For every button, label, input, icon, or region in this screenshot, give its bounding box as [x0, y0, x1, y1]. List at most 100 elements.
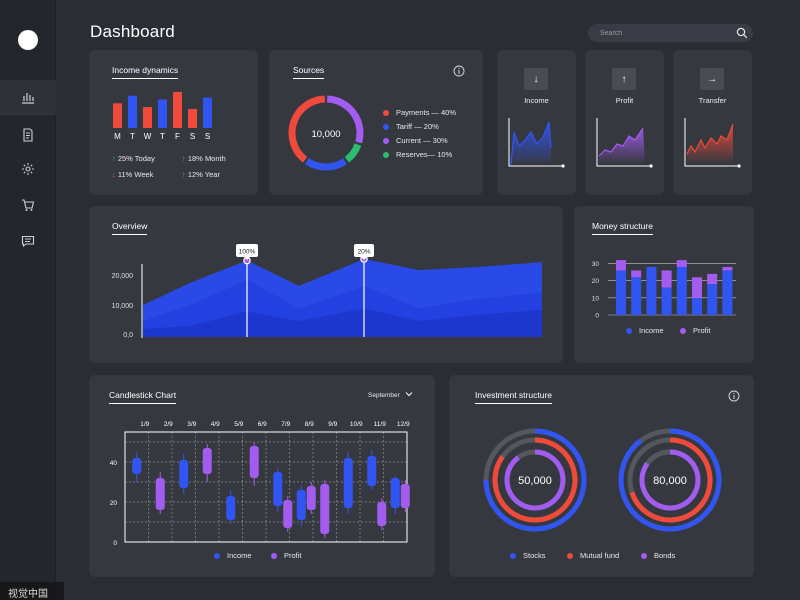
- sidebar: [0, 0, 56, 600]
- bar-profit: [692, 277, 702, 298]
- bar-profit: [722, 267, 733, 271]
- x-tick-label: 9/9: [328, 421, 337, 428]
- axis-dot: [737, 164, 741, 168]
- overview-card: Overview 20,000 10,000 0,0 100% 20%: [89, 206, 563, 363]
- sidebar-item-analytics[interactable]: [0, 80, 56, 114]
- card-title: Candlestick Chart: [109, 390, 177, 404]
- candle-body: [202, 448, 212, 474]
- x-tick-label: M: [114, 132, 121, 141]
- mini-card-label: Profit: [615, 96, 634, 105]
- x-tick-label: 8/9: [305, 421, 314, 428]
- income-button[interactable]: ↓: [524, 68, 548, 90]
- candle-body: [367, 456, 377, 486]
- legend-item: Stocks: [510, 551, 546, 560]
- candle-body: [179, 460, 189, 488]
- bar-income: [661, 287, 672, 315]
- transfer-line: [686, 123, 734, 155]
- y-tick-label: 10,000: [112, 303, 134, 310]
- profit-button[interactable]: ↑: [612, 68, 636, 90]
- search-icon[interactable]: [736, 27, 748, 39]
- x-tick-label: W: [144, 132, 152, 141]
- donut-slice: [326, 95, 364, 144]
- bar-income: [676, 267, 687, 315]
- stat-year: ↑ 12% Year: [182, 170, 220, 179]
- sources-card: Sources 10,000 Payments — 40% Tariff — 2…: [269, 50, 483, 195]
- axis-dot: [649, 164, 653, 168]
- logo[interactable]: [18, 30, 38, 50]
- profit-area: [599, 128, 645, 162]
- tooltip-100: 100%: [236, 244, 258, 260]
- month-dropdown[interactable]: September: [368, 391, 413, 399]
- sidebar-item-documents[interactable]: [0, 118, 56, 152]
- stat-today: ↑ 25% Today: [112, 154, 155, 163]
- message-icon: [21, 235, 35, 248]
- ring-arc: [639, 449, 701, 511]
- candle-body: [132, 458, 142, 474]
- bar-profit: [631, 270, 642, 278]
- svg-text:100%: 100%: [239, 249, 256, 256]
- tooltip-20: 20%: [354, 244, 374, 260]
- y-tick-label: 20: [592, 278, 600, 285]
- investment-card: Investment structure 50,000 80,000 Stock…: [449, 375, 754, 577]
- info-icon[interactable]: [728, 390, 740, 402]
- sidebar-item-messages[interactable]: [0, 224, 56, 258]
- cart-icon: [22, 199, 35, 211]
- legend-item: Profit: [680, 326, 711, 335]
- bar: [188, 109, 197, 128]
- y-tick-label: 0: [595, 313, 599, 320]
- bar: [128, 95, 137, 128]
- mini-card-label: Income: [524, 96, 549, 105]
- x-tick-label: T: [130, 132, 135, 141]
- chevron-down-icon: [405, 392, 412, 397]
- y-tick-label: 10: [592, 295, 600, 302]
- candlestick-chart: 1/9 2/9 3/9 4/9 5/9 6/9 7/9 8/9 9/9 10/9 11/9 12/9 0…: [110, 421, 410, 547]
- ring-arc: [492, 437, 578, 523]
- profit-mini-card: ↑ Profit: [585, 50, 664, 195]
- page-title: Dashboard: [90, 22, 175, 41]
- ring-arc: [618, 428, 722, 532]
- income-area: [511, 122, 551, 165]
- money-structure-chart: 0 10 20 30: [592, 260, 736, 320]
- transfer-button[interactable]: →: [700, 68, 724, 90]
- bar-profit: [707, 273, 718, 285]
- arrow-up-icon: ↑: [112, 154, 116, 163]
- donut-slice: [344, 143, 362, 163]
- bar-chart-icon: [22, 93, 34, 104]
- sidebar-divider: [0, 114, 56, 115]
- arrow-up-icon: ↑: [182, 170, 186, 179]
- candle-body: [306, 486, 316, 510]
- profit-line: [598, 127, 644, 157]
- x-tick-label: 2/9: [164, 421, 173, 428]
- search-input[interactable]: [588, 24, 753, 42]
- x-tick-label: 10/9: [350, 421, 363, 428]
- bar-profit: [661, 270, 672, 288]
- card-title: Income dynamics: [112, 65, 179, 79]
- income-sparkline: [508, 118, 565, 168]
- legend-item: Reserves— 10%: [383, 150, 452, 159]
- money-structure-card: Money structure 0 10 20 30 Income Profit: [574, 206, 754, 363]
- ring-arc: [483, 428, 587, 532]
- candle-body: [273, 472, 283, 506]
- x-tick-label: S: [190, 132, 195, 141]
- x-tick-label: 3/9: [187, 421, 196, 428]
- legend-item: Income: [214, 551, 252, 560]
- y-tick-label: 20: [110, 500, 118, 507]
- svg-text:20%: 20%: [357, 249, 370, 256]
- card-title: Overview: [112, 221, 148, 235]
- axis-dot: [561, 164, 565, 168]
- bar-income: [646, 267, 657, 315]
- legend-item: Income: [626, 326, 664, 335]
- x-tick-label: 11/9: [374, 421, 387, 428]
- bar: [158, 99, 167, 128]
- investment-left-value: 50,000: [518, 475, 552, 487]
- card-title: Sources: [293, 65, 325, 79]
- candle-body: [377, 502, 387, 526]
- arrow-down-icon: ↓: [533, 73, 539, 85]
- bar-income: [631, 277, 642, 315]
- sidebar-item-settings[interactable]: [0, 152, 56, 186]
- info-icon[interactable]: [453, 65, 465, 77]
- donut-slice: [288, 95, 326, 163]
- sidebar-item-cart[interactable]: [0, 188, 56, 222]
